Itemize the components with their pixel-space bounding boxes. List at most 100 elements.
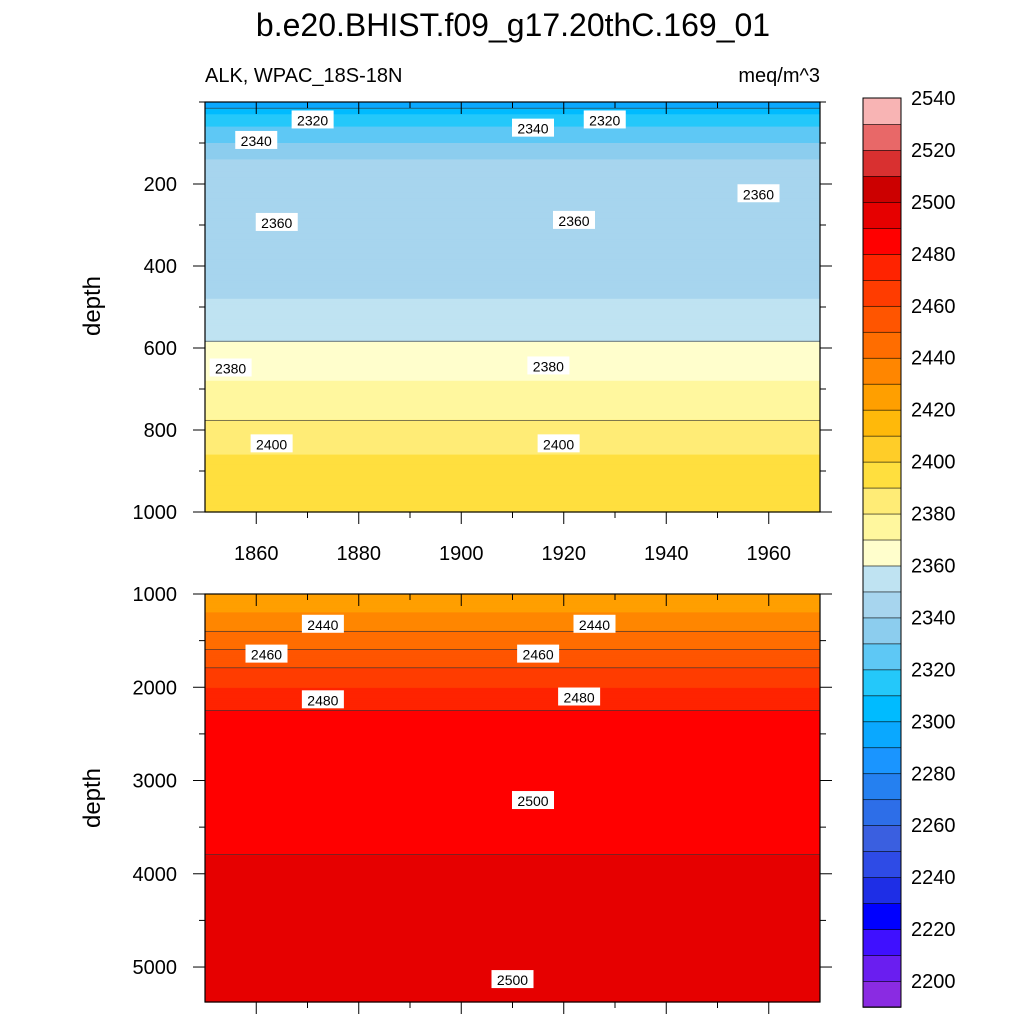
upper-fill-band [205, 464, 820, 468]
lower-fill-band [205, 999, 820, 1003]
upper-y-tick-label: 600 [144, 338, 177, 360]
upper-fill-band [205, 147, 820, 150]
upper-fill-band [205, 335, 820, 339]
upper-fill-band [205, 243, 820, 247]
colorbar-tick-label: 2420 [911, 400, 956, 422]
contour-label-bg [491, 970, 534, 989]
lower-y-tick-label: 3000 [133, 771, 178, 793]
lower-fill-band [205, 628, 820, 632]
upper-fill-band [205, 462, 820, 466]
lower-fill-band [205, 777, 820, 781]
upper-fill-band [205, 444, 820, 447]
colorbar-swatch [862, 175, 902, 203]
lower-fill-band [205, 916, 820, 919]
upper-fill-band [205, 304, 820, 308]
upper-fill-band [205, 432, 820, 435]
upper-fill-band [205, 136, 820, 140]
lower-contour-label: 2460 [517, 644, 560, 663]
lower-fill-band [205, 908, 820, 911]
lower-fill-band [205, 640, 820, 644]
lower-fill-band [205, 824, 820, 828]
lower-fill-band [205, 904, 820, 907]
upper-fill-band [205, 378, 820, 382]
colorbar-swatch [862, 746, 902, 775]
upper-fill-band [205, 323, 820, 327]
contour-label-text: 2480 [564, 690, 595, 706]
lower-fill-band [205, 630, 820, 634]
upper-fill-band [205, 112, 820, 115]
upper-fill-band [205, 108, 820, 111]
upper-fill-band [205, 456, 820, 460]
upper-fill-band [205, 421, 820, 425]
upper-fill-band [205, 477, 820, 480]
lower-fill-band [205, 995, 820, 999]
contour-label-text: 2460 [251, 647, 282, 663]
colorbar-swatch [862, 669, 902, 697]
upper-fill-band [205, 284, 820, 288]
lower-fill-band [205, 940, 820, 944]
upper-fill-band [205, 286, 820, 290]
upper-fill-band [205, 311, 820, 314]
lower-fill-band [205, 918, 820, 921]
upper-fill-band [205, 229, 820, 232]
contour-label-text: 2400 [543, 436, 574, 452]
upper-fill-band [205, 321, 820, 324]
lower-contour-label: 2480 [558, 687, 601, 706]
upper-fill-band [205, 181, 820, 185]
lower-fill-band [205, 932, 820, 936]
contour-label-text: 2440 [307, 617, 338, 633]
lower-fill-band [205, 610, 820, 613]
lower-fill-band [205, 814, 820, 817]
upper-contour-label: 2340 [235, 130, 278, 149]
upper-fill-band [205, 231, 820, 234]
colorbar-swatch [862, 980, 902, 1008]
colorbar-swatch [862, 305, 902, 333]
upper-x-tick-label: 1860 [234, 543, 279, 565]
upper-fill-band [205, 405, 820, 409]
lower-fill-band [205, 704, 820, 707]
lower-fill-band [205, 669, 820, 673]
lower-fill-band [205, 736, 820, 740]
upper-fill-band [205, 386, 820, 390]
contour-label-text: 2320 [297, 112, 328, 128]
contour-label-bg [583, 110, 626, 129]
upper-fill-band [205, 368, 820, 372]
colorbar-swatch [862, 253, 902, 281]
lower-fill-band [205, 875, 820, 879]
lower-fill-band [205, 965, 820, 968]
lower-fill-band [205, 885, 820, 889]
lower-fill-band [205, 863, 820, 866]
upper-fill-band [205, 471, 820, 474]
upper-fill-band [205, 489, 820, 493]
lower-fill-band [205, 826, 820, 830]
lower-fill-band [205, 675, 820, 679]
contour-label-bg [255, 212, 298, 231]
upper-fill-band [205, 143, 820, 146]
upper-fill-band [205, 487, 820, 491]
colorbar-swatch [862, 409, 902, 437]
lower-fill-band [205, 955, 820, 958]
upper-fill-band [205, 196, 820, 199]
lower-fill-band [205, 967, 820, 970]
contour-label-bg [512, 791, 554, 810]
lower-fill-band [205, 953, 820, 956]
colorbar-swatch [862, 435, 902, 463]
lower-fill-band [205, 842, 820, 846]
lower-fill-band [205, 626, 820, 630]
lower-fill-band [205, 989, 820, 993]
lower-fill-band [205, 928, 820, 932]
lower-fill-band [205, 753, 820, 756]
upper-fill-band [205, 448, 820, 452]
lower-fill-band [205, 857, 820, 860]
upper-fill-band [205, 413, 820, 417]
upper-fill-band [205, 403, 820, 406]
upper-fill-band [205, 227, 820, 230]
upper-fill-band [205, 319, 820, 322]
colorbar-swatch [862, 461, 902, 489]
upper-fill-band [205, 366, 820, 370]
upper-y-tick-label: 400 [144, 256, 177, 278]
upper-contour-label: 2320 [583, 110, 626, 129]
upper-x-tick-label: 1940 [644, 543, 689, 565]
contour-label-text: 2500 [517, 793, 548, 809]
